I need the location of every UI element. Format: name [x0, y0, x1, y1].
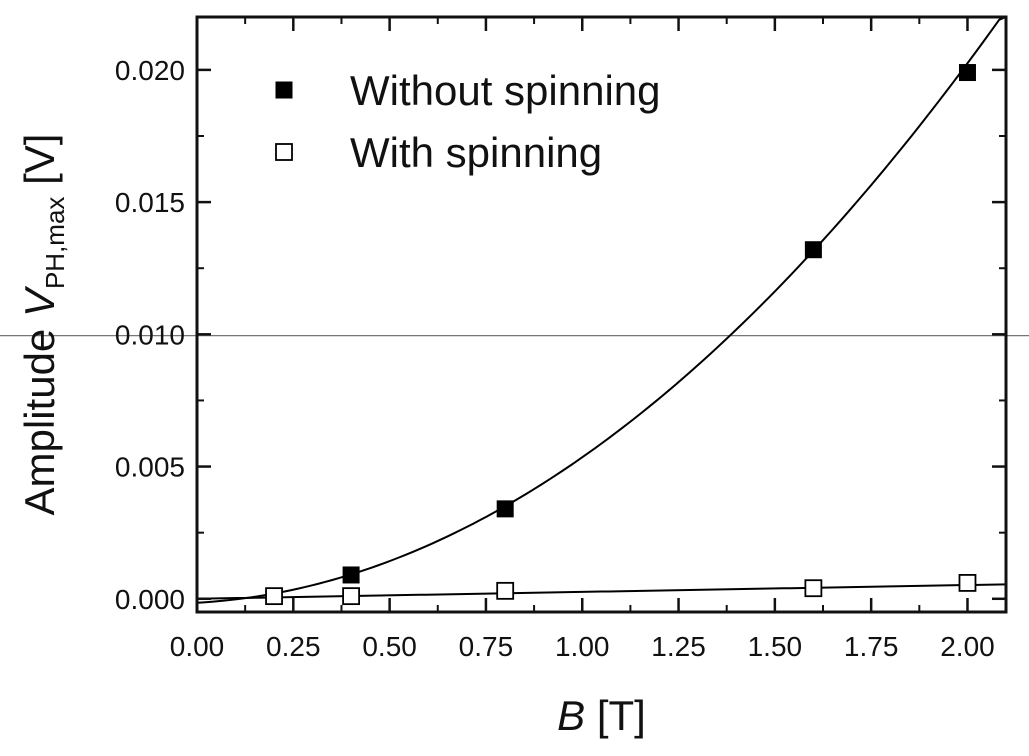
- data-point-without-spinning: [804, 241, 822, 259]
- x-tick-label: 0.00: [170, 631, 225, 662]
- data-point-with-spinning: [958, 574, 977, 592]
- data-point-with-spinning: [265, 587, 283, 606]
- data-point-with-spinning: [342, 587, 360, 606]
- y-axis-title: Amplitude VPH,max [V]: [16, 134, 70, 516]
- x-tick-label: 2.00: [940, 631, 995, 662]
- data-point-with-spinning: [496, 581, 515, 600]
- x-tick-label: 0.75: [459, 631, 514, 662]
- y-tick-label: 0.005: [115, 452, 185, 483]
- y-tick-label: 0.010: [115, 319, 185, 350]
- x-tick-label: 0.50: [362, 631, 417, 662]
- fit-curves: [196, 16, 1007, 604]
- data-point-without-spinning: [496, 500, 514, 518]
- x-axis-title: B [T]: [557, 692, 646, 739]
- legend-label-with-spinning: With spinning: [350, 129, 602, 176]
- x-tick-label: 1.75: [844, 631, 899, 662]
- data-point-without-spinning: [958, 64, 976, 82]
- legend: Without spinning With spinning: [275, 67, 661, 176]
- plot-frame: [195, 15, 1008, 614]
- x-tick-label: 1.25: [651, 631, 706, 662]
- data-markers: [265, 64, 977, 606]
- legend-marker-without-spinning: [275, 81, 293, 99]
- axes: 0.00 0.25 0.50 0.75 1.00 1.25 1.50 1.75 2.00 0.00…: [115, 15, 1008, 662]
- fit-curve-with-spinning: [196, 583, 1007, 600]
- y-tick-label: 0.020: [115, 55, 185, 86]
- legend-label-without-spinning: Without spinning: [350, 67, 661, 114]
- x-tick-label: 1.00: [555, 631, 610, 662]
- data-point-with-spinning: [804, 579, 823, 598]
- y-tick-label: 0.015: [115, 187, 185, 218]
- fit-curve-without-spinning: [196, 16, 1007, 604]
- y-tick-label: 0.000: [115, 584, 185, 615]
- x-tick-label: 0.25: [266, 631, 321, 662]
- x-tick-label: 1.50: [748, 631, 803, 662]
- data-point-without-spinning: [342, 566, 360, 584]
- legend-marker-with-spinning: [275, 143, 293, 161]
